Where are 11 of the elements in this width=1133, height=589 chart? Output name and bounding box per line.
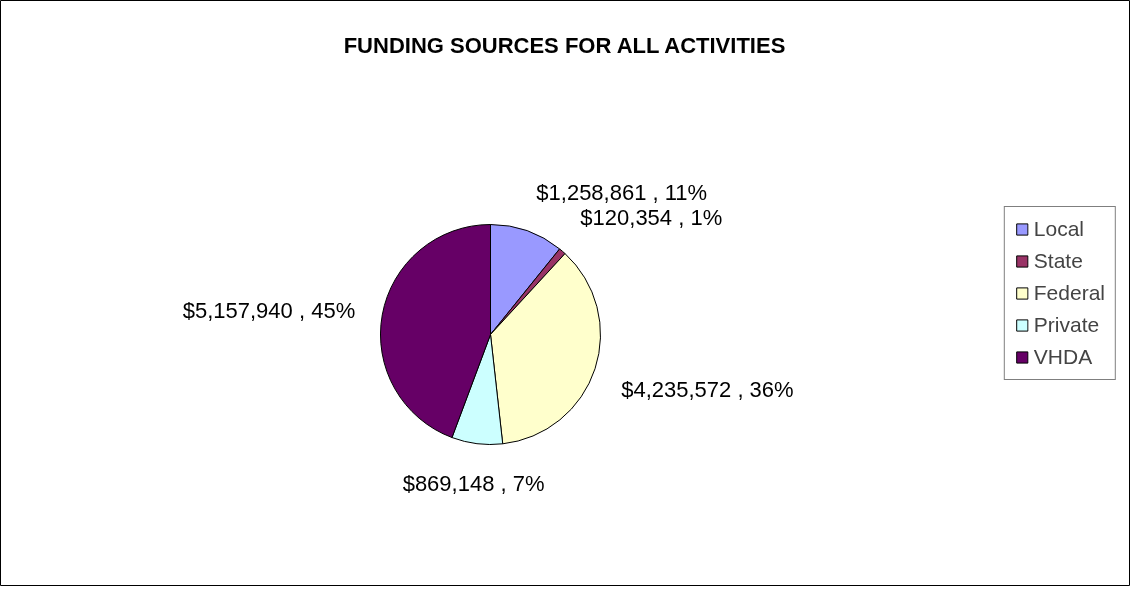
data-label: $4,235,572 , 36% <box>621 377 794 403</box>
legend-label: Private <box>1033 313 1100 337</box>
data-label: $120,354 , 1% <box>580 205 723 231</box>
legend-label: VHDA <box>1033 345 1093 369</box>
data-label: $1,258,861 , 11% <box>536 179 708 205</box>
data-label: $5,157,940 , 45% <box>182 297 356 323</box>
legend-label: State <box>1033 249 1083 273</box>
data-label: $869,148 , 7% <box>402 470 545 496</box>
legend-label: Federal <box>1033 281 1105 305</box>
chart-title: FUNDING SOURCES FOR ALL ACTIVITIES <box>343 33 786 58</box>
legend-label: Local <box>1033 217 1084 241</box>
